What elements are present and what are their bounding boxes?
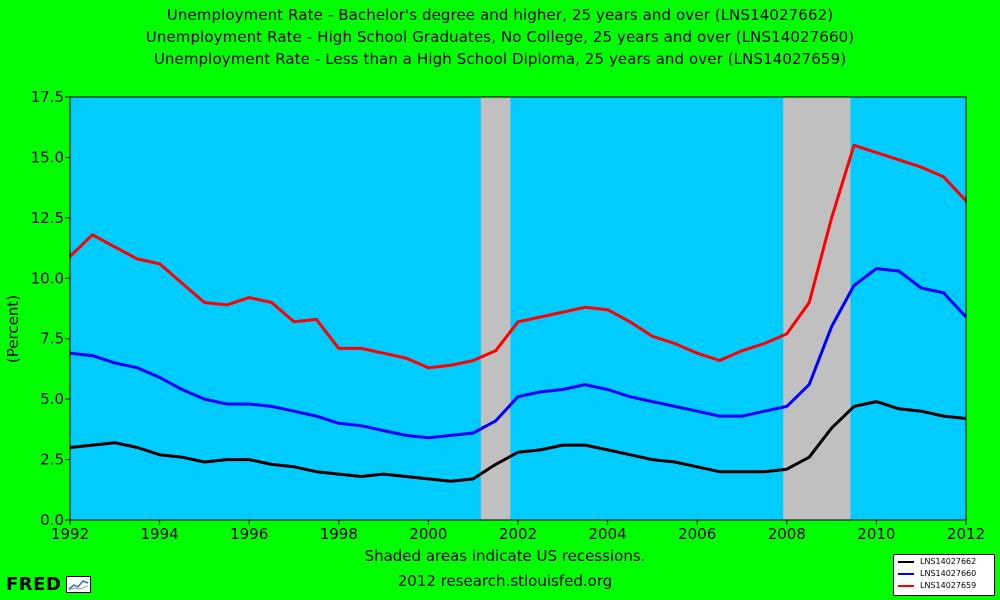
y-tick-label: 5.0 (40, 390, 64, 408)
x-tick-label: 2000 (409, 525, 447, 543)
recession-note: Shaded areas indicate US recessions. (364, 547, 646, 565)
series-line-lns14027660 (69, 267, 968, 440)
source-note: 2012 research.stlouisfed.org (397, 572, 613, 590)
fred-logo-text: FRED (6, 574, 62, 595)
y-tick-label: 2.5 (40, 451, 64, 469)
legend-item-lns14027662: LNS14027662 (898, 556, 994, 568)
y-tick-label: 10.0 (31, 269, 64, 287)
x-tick-label: 1996 (230, 525, 268, 543)
fred-logo[interactable]: FRED (6, 574, 92, 596)
x-tick-label: 1998 (320, 525, 358, 543)
legend-swatch-lns14027660 (898, 573, 914, 575)
chart-title-line-1: Unemployment Rate - Bachelor's degree an… (166, 6, 834, 24)
legend-label: LNS14027660 (920, 569, 977, 578)
y-axis-label: (Percent) (4, 294, 22, 364)
x-tick-label: 2010 (857, 525, 895, 543)
legend: LNS14027662 LNS14027660 LNS14027659 (893, 554, 995, 596)
x-tick-label: 1992 (51, 525, 89, 543)
y-tick-label: 12.5 (31, 209, 64, 227)
legend-label: LNS14027659 (920, 581, 977, 590)
recession-bar (480, 97, 511, 520)
legend-swatch-lns14027659 (898, 585, 914, 587)
legend-swatch-lns14027662 (898, 561, 914, 563)
chart-title-line-3: Unemployment Rate - Less than a High Sch… (153, 50, 847, 68)
x-tick-label: 1994 (141, 525, 179, 543)
series-line-lns14027662 (69, 400, 967, 483)
y-tick-label: 0.0 (40, 511, 64, 529)
legend-label: LNS14027662 (920, 557, 977, 566)
x-tick-label: 2012 (947, 525, 985, 543)
mini-chart-icon (66, 576, 91, 593)
y-tick-label: 17.5 (31, 88, 64, 106)
x-tick-label: 2008 (768, 525, 806, 543)
x-tick-label: 2006 (678, 525, 716, 543)
chart-title-line-2: Unemployment Rate - High School Graduate… (145, 28, 855, 46)
legend-item-lns14027660: LNS14027660 (898, 568, 994, 580)
x-tick-label: 2002 (499, 525, 537, 543)
x-tick-label: 2004 (589, 525, 627, 543)
series-line-lns14027659 (68, 143, 968, 370)
y-tick-label: 7.5 (40, 330, 64, 348)
legend-item-lns14027659: LNS14027659 (898, 580, 994, 592)
y-tick-label: 15.0 (31, 148, 64, 166)
